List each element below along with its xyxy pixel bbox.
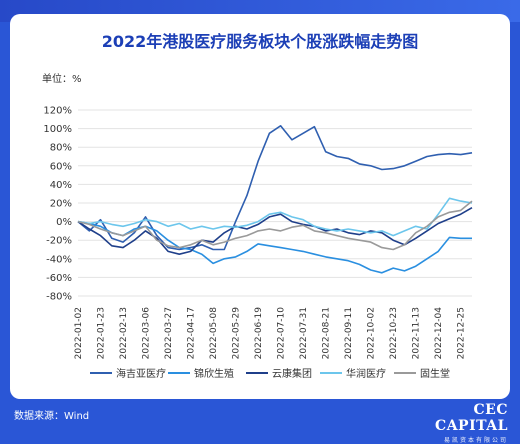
x-tick-label: 2022-01-23 — [97, 307, 107, 359]
x-tick-label: 2022-10-02 — [367, 307, 377, 359]
unit-label: 单位：% — [42, 74, 82, 85]
legend-label: 海吉亚医疗 — [116, 367, 166, 380]
x-tick-label: 2022-07-10 — [277, 307, 287, 360]
y-tick-label: -80% — [46, 292, 72, 303]
y-tick-label: 40% — [50, 180, 72, 191]
chart-card: 2022年港股医疗服务板块个股涨跌幅走势图 单位：% 120% 100% 80% 60… — [10, 14, 510, 399]
x-tick-label: 2022-05-08 — [209, 307, 219, 360]
x-tick-label: 2022-01-02 — [74, 307, 84, 359]
y-tick-label: 60% — [50, 161, 72, 172]
legend-label: 云康集团 — [272, 367, 312, 380]
x-tick-label: 2022-06-19 — [254, 307, 264, 360]
logo-text: CEC CAPITAL — [435, 402, 508, 434]
y-tick-label: 20% — [50, 199, 72, 210]
x-tick-label: 2022-03-27 — [164, 307, 174, 359]
y-tick-label: -20% — [46, 236, 72, 247]
y-tick-label: -60% — [46, 273, 72, 284]
x-tick-label: 2022-02-13 — [119, 307, 129, 359]
x-tick-label: 2022-08-21 — [322, 307, 332, 359]
line-chart: 120%100%80%60%40%20%0%-20%-40%-60%-80%20… — [43, 106, 473, 380]
x-tick-label: 2022-05-29 — [232, 307, 242, 360]
legend-label: 锦欣生殖 — [194, 367, 234, 380]
legend-label: 华润医疗 — [346, 367, 386, 380]
data-source: 数据来源：Wind — [14, 411, 90, 422]
legend-label: 固生堂 — [420, 367, 450, 380]
y-tick-label: 80% — [50, 143, 72, 154]
company-logo: CEC CAPITAL 易凯资本有限公司 — [398, 402, 508, 444]
x-tick-label: 2022-03-06 — [142, 307, 152, 360]
chart-title: 2022年港股医疗服务板块个股涨跌幅走势图 — [101, 32, 419, 51]
x-tick-label: 2022-09-11 — [344, 307, 354, 359]
x-tick-label: 2022-10-23 — [389, 307, 399, 359]
x-tick-label: 2022-04-17 — [187, 307, 197, 359]
series-line — [77, 197, 473, 237]
x-tick-label: 2022-12-25 — [457, 307, 467, 359]
x-tick-label: 2022-11-13 — [412, 307, 422, 359]
y-tick-label: 0% — [56, 217, 72, 228]
x-tick-label: 2022-07-31 — [299, 307, 309, 359]
series-line — [77, 125, 473, 251]
y-tick-label: -40% — [46, 254, 72, 265]
x-tick-label: 2022-12-04 — [434, 307, 444, 360]
logo-subtext: 易凯资本有限公司 — [443, 437, 508, 444]
y-tick-label: 120% — [43, 106, 72, 117]
y-tick-label: 100% — [43, 124, 72, 135]
series-line — [77, 200, 473, 251]
